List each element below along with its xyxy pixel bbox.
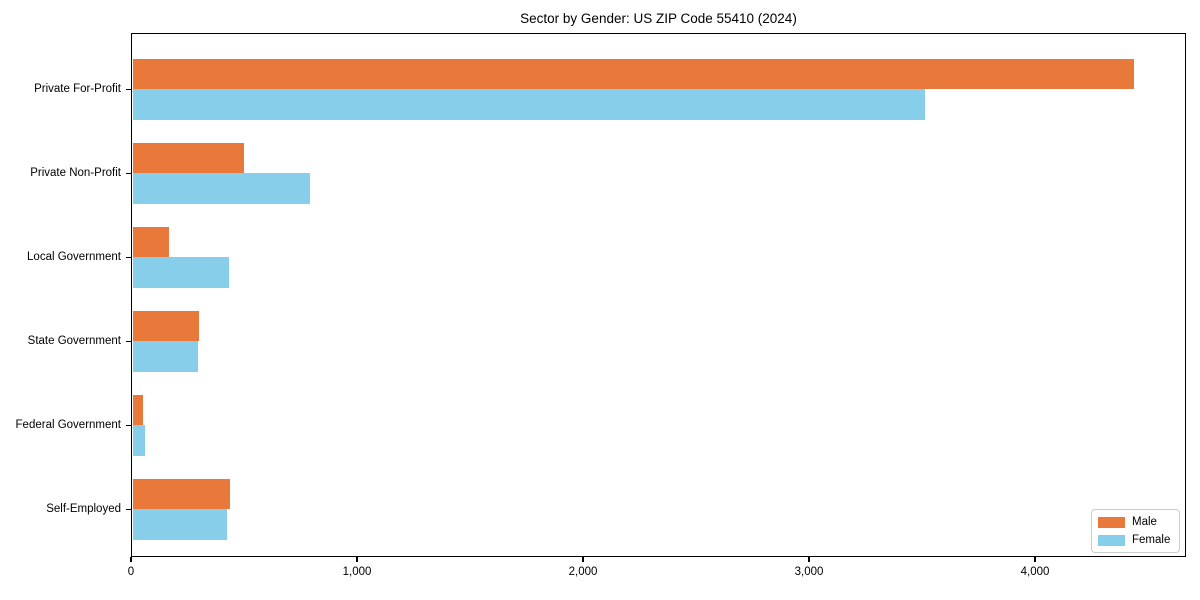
legend: Male Female	[1091, 509, 1180, 553]
legend-item-male: Male	[1098, 515, 1172, 529]
x-tick-mark	[808, 557, 810, 562]
y-tick-mark	[126, 88, 131, 90]
x-tick-label: 3,000	[794, 566, 824, 578]
y-tick-mark	[126, 256, 131, 258]
bar-female	[132, 425, 145, 456]
y-tick-label: Federal Government	[15, 419, 121, 431]
bar-male	[132, 226, 170, 257]
legend-item-female: Female	[1098, 533, 1172, 547]
bar-male	[132, 478, 231, 509]
bar-female	[132, 257, 230, 288]
plot-area	[131, 33, 1186, 557]
bar-male	[132, 142, 244, 173]
bar-male	[132, 58, 1135, 89]
bar-male	[132, 310, 199, 341]
x-tick-mark	[1034, 557, 1036, 562]
y-tick-mark	[126, 424, 131, 426]
bar-female	[132, 341, 198, 372]
legend-label-male: Male	[1132, 516, 1157, 528]
chart-title: Sector by Gender: US ZIP Code 55410 (202…	[520, 11, 797, 26]
y-tick-label: Self-Employed	[46, 503, 121, 515]
legend-swatch-male	[1098, 516, 1125, 528]
y-tick-mark	[126, 172, 131, 174]
y-tick-label: Private Non-Profit	[30, 167, 121, 179]
bar-female	[132, 509, 228, 540]
y-tick-mark	[126, 508, 131, 510]
x-tick-label: 1,000	[342, 566, 372, 578]
y-tick-label: Local Government	[27, 251, 121, 263]
bar-male	[132, 394, 144, 425]
x-tick-mark	[130, 557, 132, 562]
y-tick-label: Private For-Profit	[34, 83, 121, 95]
x-tick-label: 2,000	[568, 566, 598, 578]
bar-female	[132, 173, 310, 204]
x-tick-label: 4,000	[1020, 566, 1050, 578]
legend-label-female: Female	[1132, 534, 1171, 546]
x-tick-mark	[356, 557, 358, 562]
y-tick-label: State Government	[27, 335, 121, 347]
x-tick-label: 0	[127, 566, 135, 578]
bar-female	[132, 89, 926, 120]
x-tick-mark	[582, 557, 584, 562]
y-tick-mark	[126, 340, 131, 342]
legend-swatch-female	[1098, 534, 1125, 546]
